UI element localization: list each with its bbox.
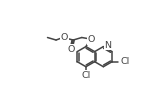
Text: O: O <box>61 33 68 42</box>
Text: O: O <box>68 45 75 54</box>
Text: Cl: Cl <box>81 71 91 80</box>
Text: Cl: Cl <box>120 57 130 66</box>
Text: O: O <box>87 35 94 44</box>
Text: N: N <box>104 41 111 50</box>
